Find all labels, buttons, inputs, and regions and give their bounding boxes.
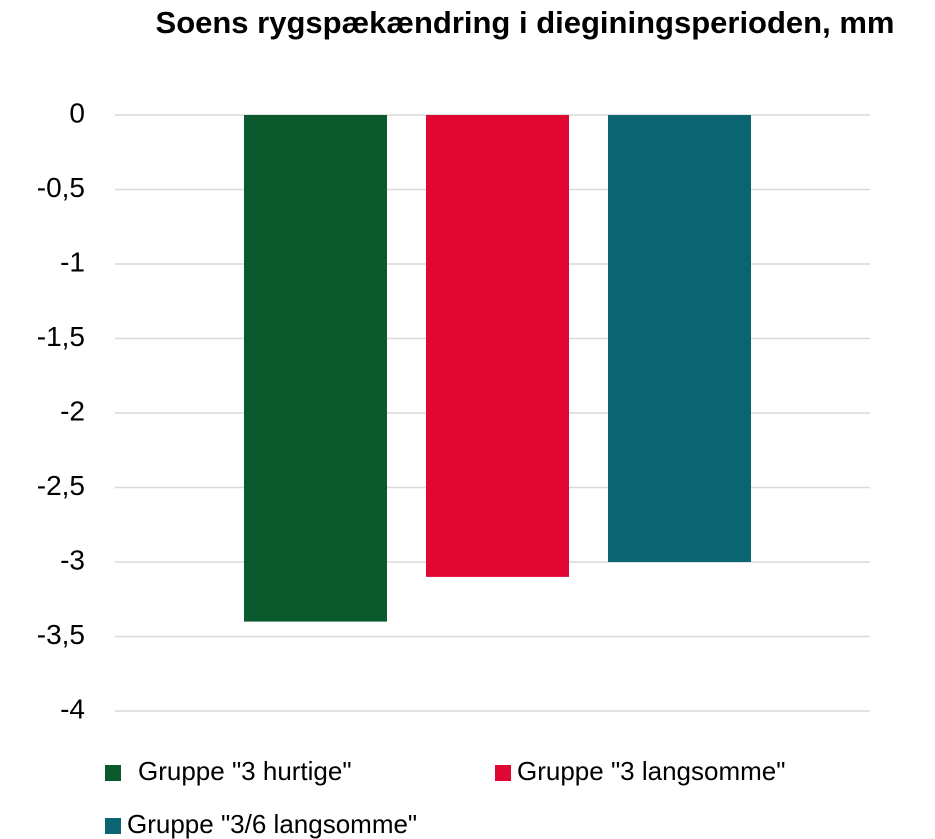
- legend-label: Gruppe "3 langsomme": [517, 756, 785, 786]
- legend-label: Gruppe "3/6 langsomme": [127, 809, 417, 839]
- y-tick-label: -3,5: [37, 619, 85, 650]
- y-tick-label: -1: [60, 246, 85, 277]
- legend-swatch: [495, 765, 511, 781]
- bar: [244, 115, 387, 622]
- bar: [426, 115, 569, 577]
- y-tick-label: -1,5: [37, 321, 85, 352]
- y-tick-label: -4: [60, 693, 85, 724]
- legend-swatch: [105, 818, 121, 834]
- bar: [608, 115, 751, 562]
- y-tick-label: -3: [60, 544, 85, 575]
- legend-swatch: [105, 765, 121, 781]
- y-tick-label: -0,5: [37, 172, 85, 203]
- y-tick-label: -2: [60, 395, 85, 426]
- legend-label: Gruppe "3 hurtige": [138, 756, 352, 786]
- y-tick-label: -2,5: [37, 470, 85, 501]
- y-tick-label: 0: [69, 97, 85, 128]
- chart-title: Soens rygspækændring i dieginingsperiode…: [155, 5, 895, 40]
